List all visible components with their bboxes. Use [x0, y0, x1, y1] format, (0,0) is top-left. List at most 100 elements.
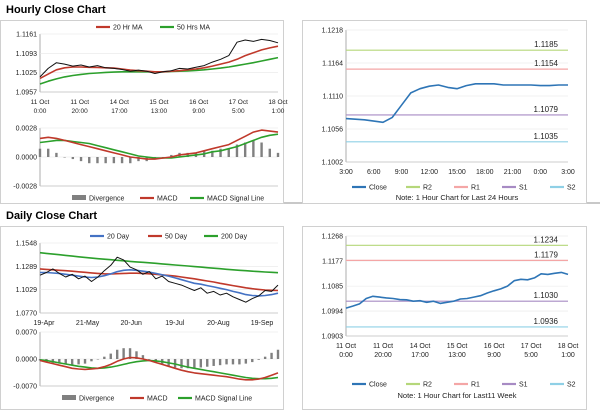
hourly-close-legend-close-label: Close [369, 185, 387, 192]
hourly-close-legend-s2-label: S2 [567, 185, 576, 192]
daily-close-caption: Note: 1 Hour Chart for Last11 Week [398, 391, 517, 400]
hourly-close-xtick-label: 3:00 [561, 169, 575, 176]
hourly-divergence-bar [227, 148, 230, 157]
hourly-close-legend-r2-label: R2 [423, 185, 432, 192]
hourly-divergence-bar [252, 140, 255, 157]
hourly-divergence-bar [260, 142, 263, 157]
hourly-close-ytick-label: 1.1218 [322, 28, 344, 35]
daily-divergence-bar [148, 359, 151, 360]
daily-close-xtick-label: 11 Oct [373, 343, 393, 350]
daily-divergence-bar [263, 356, 267, 359]
daily-divergence-bar [244, 359, 248, 364]
daily-price-ytick-label: 1.1548 [16, 241, 38, 248]
daily-price-ytick-label: 1.1029 [16, 287, 38, 294]
daily-close-level-s2-label: 1.0936 [534, 317, 559, 326]
hourly-50hr-ma-line [39, 56, 279, 85]
hourly-divergence-bar [96, 157, 99, 164]
hourly-left-frame [0, 20, 284, 204]
hourly-close-xtick-label: 9:00 [395, 169, 409, 176]
daily-divergence-bar [103, 356, 106, 359]
daily-price-line [39, 256, 279, 303]
hourly-close-xtick-label: 0:00 [533, 169, 547, 176]
hourly-divergence-bar [63, 157, 66, 158]
daily-price-xtick-label: 19-Apr [33, 320, 55, 327]
hourly-price-line [39, 38, 279, 78]
daily-close-ytick-label: 1.1268 [322, 234, 344, 241]
hourly-price-xtick-label: 15 Oct [149, 99, 168, 106]
daily-divergence-bar [141, 355, 145, 359]
daily-divergence-bar [122, 348, 125, 359]
daily-divergence-bar [251, 359, 254, 363]
daily-divergence-bar [109, 353, 112, 359]
daily-close-ytick-label: 1.0994 [322, 309, 344, 316]
hourly-divergence-bar [38, 148, 42, 157]
daily-divergence-bar [238, 359, 241, 365]
hourly-price-xtick-label: 20:00 [72, 108, 89, 115]
hourly-close-xtick-label: 12:00 [420, 169, 438, 176]
hourly-close-ytick-label: 1.1056 [322, 127, 344, 134]
daily-close-level-s1-label: 1.1030 [534, 291, 559, 300]
legend-20-day-label: 20 Day [107, 234, 130, 241]
legend-hourly-divergence-swatch [72, 195, 86, 200]
hourly-price-ytick-label: 1.1093 [16, 51, 38, 58]
daily-close-level-r2-label: 1.1234 [534, 235, 559, 244]
daily-close-xtick-label: 16 Oct [484, 343, 505, 350]
hourly-price-xtick-label: 11 Oct [31, 99, 50, 106]
daily-50-day-line [39, 268, 279, 292]
daily-divergence-bar [212, 359, 215, 366]
daily-divergence-bar [276, 349, 280, 359]
hourly-price-xtick-label: 1:00 [272, 108, 285, 115]
legend-50hrs-ma-label: 50 Hrs MA [177, 25, 210, 32]
hourly-close-xtick-label: 6:00 [367, 169, 381, 176]
hourly-close-xtick-label: 3:00 [339, 169, 353, 176]
daily-divergence-bar [186, 359, 190, 369]
daily-divergence-bar [206, 359, 209, 367]
hourly-price-xtick-label: 14 Oct [110, 99, 129, 106]
hourly-divergence-bar [120, 157, 124, 164]
daily-chart-title: Daily Close Chart [6, 210, 98, 222]
daily-close-xtick-label: 14 Oct [410, 343, 431, 350]
hourly-divergence-bar [55, 152, 58, 157]
hourly-price-ytick-label: 1.1025 [16, 70, 38, 77]
hourly-divergence-bar [243, 142, 247, 157]
legend-20hr-ma-label: 20 Hr MA [113, 25, 143, 32]
hourly-close-caption: Note: 1 Hour Chart for Last 24 Hours [396, 193, 519, 202]
hourly-price-xtick-label: 16 Oct [189, 99, 208, 106]
daily-divergence-bar [77, 359, 80, 365]
daily-divergence-bar [180, 359, 183, 369]
daily-macd-ytick-label: 0.0070 [16, 330, 38, 337]
daily-macd-ytick-label: -0.0070 [13, 384, 37, 391]
hourly-price-xtick-label: 5:00 [232, 108, 245, 115]
hourly-price-xtick-label: 9:00 [192, 108, 205, 115]
hourly-macd-ytick-label: 0.0000 [16, 155, 38, 162]
hourly-price-xtick-label: 17 Oct [229, 99, 248, 106]
daily-divergence-bar [96, 359, 100, 360]
hourly-price-xtick-label: 18 Oct [268, 99, 287, 106]
daily-divergence-bar [135, 351, 138, 359]
hourly-divergence-bar [186, 152, 189, 157]
daily-price-xtick-label: 19-Jul [165, 320, 185, 327]
hourly-close-xtick-label: 21:00 [504, 169, 522, 176]
daily-divergence-bar [225, 359, 228, 365]
hourly-price-xtick-label: 17:00 [111, 108, 128, 115]
hourly-divergence-bar [129, 157, 132, 164]
daily-close-ytick-label: 1.1177 [322, 258, 343, 265]
daily-close-xtick-label: 13:00 [448, 352, 466, 359]
section-divider [0, 202, 600, 204]
hourly-divergence-bar [137, 157, 140, 162]
daily-divergence-bar [38, 359, 42, 361]
daily-close-ytick-label: 1.0903 [322, 334, 344, 341]
daily-divergence-bar [218, 359, 222, 366]
hourly-close-ytick-label: 1.1002 [322, 160, 344, 167]
hourly-divergence-bar [47, 148, 50, 157]
hourly-divergence-bar [211, 150, 214, 157]
hourly-close-ytick-label: 1.1110 [323, 94, 343, 101]
daily-macd-line [39, 356, 279, 381]
hourly-close-legend-r1-label: R1 [471, 185, 480, 192]
daily-close-xtick-label: 18 Oct [558, 343, 579, 350]
daily-price-xtick-label: 19-Sep [251, 320, 274, 327]
hourly-close-level-s1-label: 1.1079 [534, 105, 559, 114]
hourly-divergence-bar [71, 157, 75, 160]
daily-divergence-bar [90, 359, 93, 362]
daily-close-xtick-label: 17:00 [411, 352, 429, 359]
